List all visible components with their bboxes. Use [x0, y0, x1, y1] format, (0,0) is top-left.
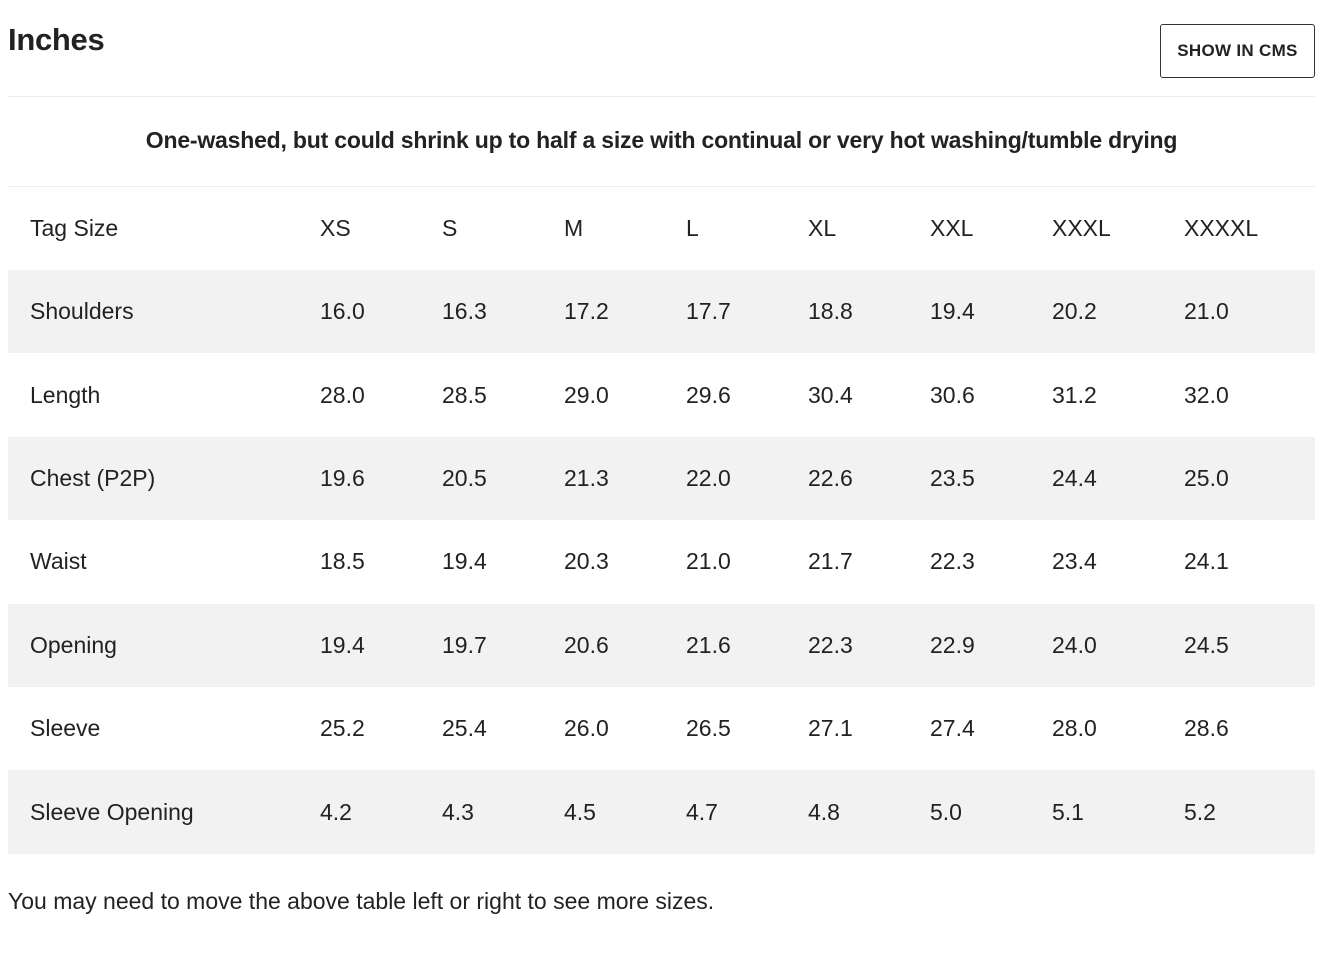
tag-size-header: Tag Size — [30, 215, 119, 241]
table-cell: 5.2 — [1184, 798, 1216, 825]
table-cell: 28.0 — [1052, 715, 1097, 742]
table-cell: 19.4 — [320, 631, 365, 658]
size-table-header-row: Tag Size XS S M L XL XXL XXXL XXXXL — [8, 187, 1315, 270]
row-label: Chest (P2P) — [30, 464, 156, 491]
size-chart-panel: Inches SHOW IN CMS One-washed, but could… — [8, 0, 1315, 915]
size-header-xxl: XXL — [930, 215, 974, 241]
table-cell: 4.2 — [320, 798, 352, 825]
row-label: Length — [30, 381, 101, 408]
table-cell: 21.6 — [686, 631, 731, 658]
table-cell: 4.3 — [442, 798, 474, 825]
table-row-sleeve-opening: Sleeve Opening 4.2 4.3 4.5 4.7 4.8 5.0 5… — [8, 770, 1315, 854]
table-cell: 20.2 — [1052, 298, 1097, 325]
table-row-opening: Opening 19.4 19.7 20.6 21.6 22.3 22.9 24… — [8, 603, 1315, 687]
size-header-xl: XL — [808, 215, 837, 241]
table-cell: 24.0 — [1052, 631, 1097, 658]
size-header-xs: XS — [320, 215, 351, 241]
scroll-hint-note: You may need to move the above table lef… — [8, 887, 715, 914]
table-cell: 30.6 — [930, 381, 975, 408]
table-cell: 28.5 — [442, 381, 487, 408]
table-cell: 21.7 — [808, 548, 853, 575]
table-cell: 19.4 — [930, 298, 975, 325]
row-label: Opening — [30, 631, 117, 658]
table-cell: 5.1 — [1052, 798, 1084, 825]
table-cell: 22.3 — [930, 548, 975, 575]
table-cell: 31.2 — [1052, 381, 1097, 408]
table-row-shoulders: Shoulders 16.0 16.3 17.2 17.7 18.8 19.4 … — [8, 270, 1315, 354]
table-row-waist: Waist 18.5 19.4 20.3 21.0 21.7 22.3 23.4… — [8, 520, 1315, 603]
table-cell: 22.0 — [686, 464, 731, 491]
table-cell: 30.4 — [808, 381, 853, 408]
size-header-l: L — [686, 215, 699, 241]
table-cell: 17.7 — [686, 298, 731, 325]
table-cell: 29.0 — [564, 381, 609, 408]
table-cell: 19.4 — [442, 548, 487, 575]
table-cell: 27.4 — [930, 715, 975, 742]
table-cell: 4.8 — [808, 798, 840, 825]
table-cell: 24.1 — [1184, 548, 1229, 575]
table-cell: 26.5 — [686, 715, 731, 742]
table-cell: 19.6 — [320, 464, 365, 491]
table-cell: 18.5 — [320, 548, 365, 575]
table-cell: 4.7 — [686, 798, 718, 825]
table-cell: 20.6 — [564, 631, 609, 658]
table-row-sleeve: Sleeve 25.2 25.4 26.0 26.5 27.1 27.4 28.… — [8, 687, 1315, 770]
table-cell: 16.3 — [442, 298, 487, 325]
table-cell: 25.4 — [442, 715, 487, 742]
table-cell: 28.0 — [320, 381, 365, 408]
table-cell: 24.5 — [1184, 631, 1229, 658]
table-cell: 5.0 — [930, 798, 962, 825]
table-cell: 20.3 — [564, 548, 609, 575]
table-cell: 23.4 — [1052, 548, 1097, 575]
table-row-length: Length 28.0 28.5 29.0 29.6 30.4 30.6 31.… — [8, 353, 1315, 436]
table-cell: 21.0 — [686, 548, 731, 575]
table-cell: 23.5 — [930, 464, 975, 491]
row-label: Shoulders — [30, 298, 134, 325]
care-note: One-washed, but could shrink up to half … — [8, 97, 1315, 187]
size-chart-header: Inches SHOW IN CMS — [8, 0, 1315, 97]
row-label: Waist — [30, 548, 87, 575]
table-cell: 19.7 — [442, 631, 487, 658]
show-in-cms-button[interactable]: SHOW IN CMS — [1160, 24, 1315, 78]
row-label: Sleeve Opening — [30, 798, 194, 825]
table-cell: 25.2 — [320, 715, 365, 742]
table-cell: 20.5 — [442, 464, 487, 491]
table-cell: 18.8 — [808, 298, 853, 325]
size-header-xxxxl: XXXXL — [1184, 215, 1259, 241]
table-cell: 29.6 — [686, 381, 731, 408]
table-cell: 24.4 — [1052, 464, 1097, 491]
table-cell: 25.0 — [1184, 464, 1229, 491]
table-cell: 22.3 — [808, 631, 853, 658]
size-header-s: S — [442, 215, 458, 241]
table-cell: 16.0 — [320, 298, 365, 325]
table-row-chest: Chest (P2P) 19.6 20.5 21.3 22.0 22.6 23.… — [8, 436, 1315, 521]
table-cell: 21.3 — [564, 464, 609, 491]
row-label: Sleeve — [30, 715, 101, 742]
size-header-xxxl: XXXL — [1052, 215, 1111, 241]
size-header-m: M — [564, 215, 584, 241]
table-cell: 4.5 — [564, 798, 596, 825]
table-cell: 27.1 — [808, 715, 853, 742]
table-cell: 21.0 — [1184, 298, 1229, 325]
page-title: Inches — [8, 22, 105, 57]
table-cell: 28.6 — [1184, 715, 1229, 742]
table-cell: 22.6 — [808, 464, 853, 491]
table-cell: 22.9 — [930, 631, 975, 658]
size-table[interactable]: Tag Size XS S M L XL XXL XXXL XXXXL Shou… — [8, 187, 1315, 854]
table-cell: 26.0 — [564, 715, 609, 742]
table-cell: 32.0 — [1184, 381, 1229, 408]
table-cell: 17.2 — [564, 298, 609, 325]
